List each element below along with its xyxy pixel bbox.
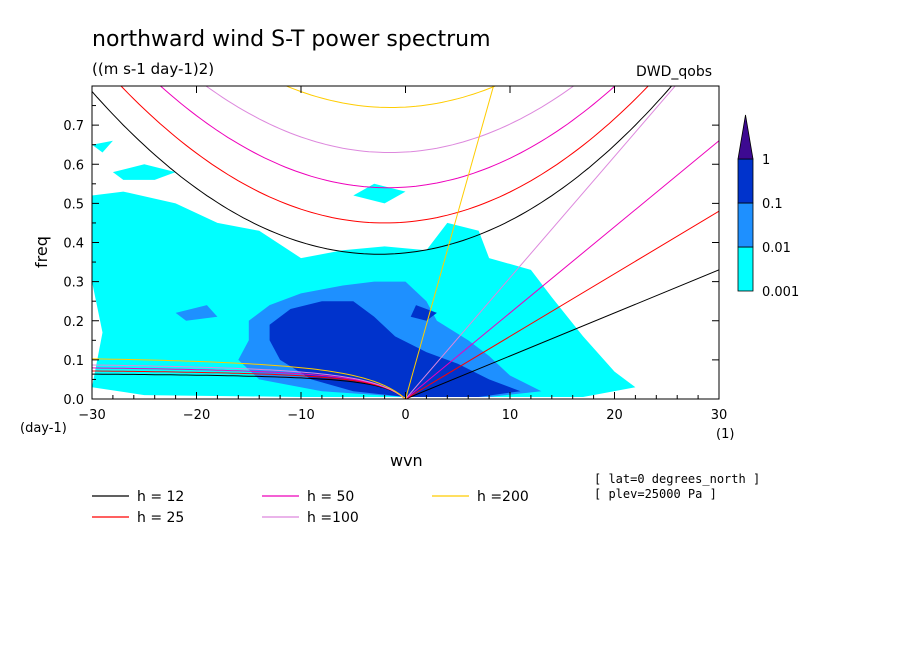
x-tick-label: 10 — [502, 408, 519, 423]
colorbar-swatch-0.1 — [737, 158, 754, 204]
kelvin-line-h200 — [405, 86, 495, 399]
kelvin-line-h12 — [405, 269, 719, 399]
lat-annotation: [ lat=0 degrees_north ] — [594, 472, 760, 486]
rossby-curve-h200 — [92, 358, 406, 399]
y-tick-label: 0.4 — [63, 237, 84, 252]
contour-region-0.001 — [92, 140, 113, 153]
y-tick-label: 0.1 — [63, 354, 84, 369]
y-tick-label: 0.6 — [63, 158, 84, 173]
legend-label-3: h =100 — [307, 510, 359, 526]
x-axis-label: wvn — [390, 451, 423, 470]
legend-label-2: h = 50 — [307, 489, 354, 505]
contour-region-0.01 — [175, 305, 218, 321]
x-tick-label: −20 — [183, 408, 210, 423]
colorbar-label: 1 — [762, 153, 770, 168]
x-tick-label: 20 — [606, 408, 623, 423]
dispersion-curves — [92, 86, 719, 399]
chart-title: northward wind S-T power spectrum — [92, 27, 491, 52]
x-unit-label: (1) — [716, 427, 734, 442]
kelvin-line-h25 — [405, 210, 719, 399]
colorbar-top-arrow — [737, 114, 754, 160]
y-axis: 0.0 0.1 0.2 0.3 0.4 0.5 0.6 0.7 — [63, 105, 719, 408]
contour-fills — [92, 140, 636, 397]
y-tick-label: 0.5 — [63, 197, 84, 212]
kelvin-line-h50 — [405, 140, 719, 399]
y-axis-label: freq — [32, 236, 51, 268]
rossby-curve-h12 — [92, 373, 406, 399]
wig-curve-h200 — [284, 86, 497, 108]
wig-curve-h25 — [120, 86, 649, 224]
y-unit-label: (day-1) — [20, 421, 67, 436]
rossby-curve-h100 — [92, 364, 406, 399]
colorbar: 0.001 0.01 0.1 1 — [737, 114, 799, 300]
colorbar-swatch-0.01 — [737, 202, 754, 248]
y-tick-label: 0.2 — [63, 315, 84, 330]
colorbar-label: 0.001 — [762, 285, 799, 300]
colorbar-label: 0.1 — [762, 197, 783, 212]
rossby-curve-h25 — [92, 370, 406, 399]
colorbar-label: 0.01 — [762, 241, 791, 256]
contour-region-0.1 — [410, 305, 437, 321]
dataset-label: DWD_qobs — [636, 64, 712, 80]
x-tick-label: −30 — [78, 408, 105, 423]
y-tick-label: 0.7 — [63, 119, 84, 134]
legend-label-0: h = 12 — [137, 489, 184, 505]
contour-region-0.1 — [269, 301, 521, 397]
plev-annotation: [ plev=25000 Pa ] — [594, 487, 717, 501]
rossby-curve-h50 — [92, 367, 406, 399]
chart-subtitle: ((m s-1 day-1)2) — [92, 60, 214, 78]
y-tick-label: 0.3 — [63, 276, 84, 291]
legend-label-1: h = 25 — [137, 510, 184, 526]
wig-curve-h12 — [92, 86, 673, 255]
kelvin-line-h100 — [405, 86, 676, 399]
contour-region-0.001 — [353, 183, 406, 204]
contour-region-0.001 — [112, 164, 176, 180]
legend-label-4: h =200 — [477, 489, 529, 505]
x-tick-label: 0 — [401, 408, 409, 423]
legend: h = 12 h = 25 h = 50 h =100 h =200 — [92, 489, 529, 526]
wig-curve-h100 — [205, 86, 575, 153]
colorbar-swatch-0.001 — [737, 246, 754, 292]
x-tick-label: −10 — [287, 408, 314, 423]
x-tick-label: 30 — [711, 408, 728, 423]
x-axis: −30 −20 −10 0 10 20 30 — [78, 86, 727, 423]
y-tick-label: 0.0 — [63, 393, 84, 408]
